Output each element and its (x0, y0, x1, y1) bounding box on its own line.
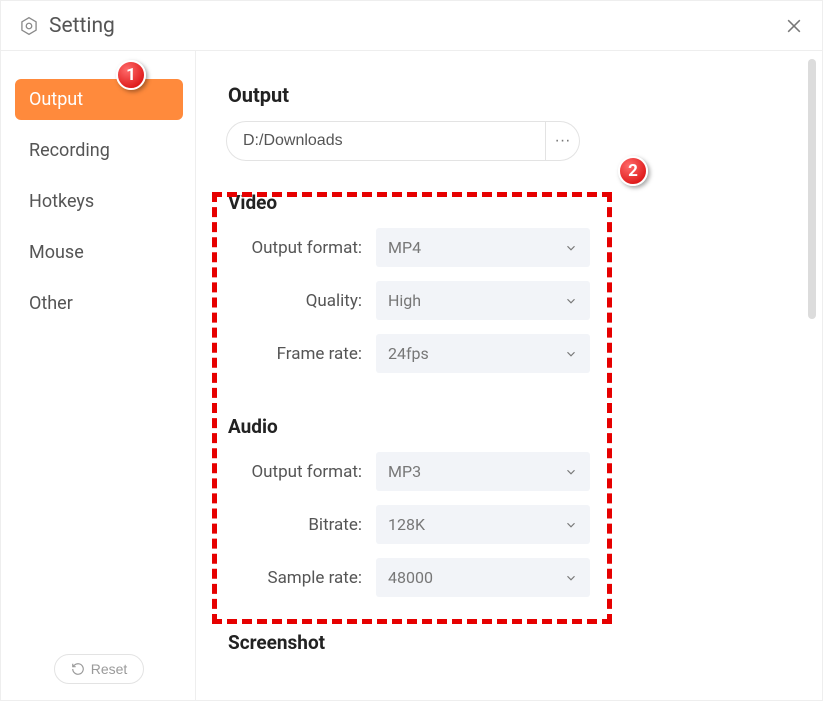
audio-format-select[interactable]: MP3 (376, 452, 590, 491)
select-value: MP3 (388, 462, 421, 481)
audio-samplerate-row: Sample rate: 48000 (226, 558, 802, 597)
body: Output Recording Hotkeys Mouse Other Res… (1, 51, 822, 700)
sidebar-item-other[interactable]: Other (15, 283, 183, 324)
audio-samplerate-label: Sample rate: (226, 568, 362, 588)
audio-samplerate-select[interactable]: 48000 (376, 558, 590, 597)
titlebar-left: Setting (19, 14, 115, 38)
close-icon[interactable] (784, 16, 804, 36)
output-path-row: ··· (226, 121, 802, 161)
video-framerate-row: Frame rate: 24fps (226, 334, 802, 373)
audio-bitrate-label: Bitrate: (226, 515, 362, 535)
content-pane: Output ··· Video Output format: MP4 Qual… (196, 51, 822, 700)
video-quality-select[interactable]: High (376, 281, 590, 320)
settings-window: Setting Output Recording Hotkeys Mouse O… (0, 0, 823, 701)
sidebar-item-hotkeys[interactable]: Hotkeys (15, 181, 183, 222)
reset-button[interactable]: Reset (54, 654, 145, 684)
sidebar-item-label: Recording (29, 140, 110, 161)
audio-section-title: Audio (228, 415, 802, 438)
chevron-down-icon (564, 347, 578, 361)
annotation-badge-text: 1 (126, 65, 136, 85)
window-title: Setting (49, 14, 115, 38)
audio-format-label: Output format: (226, 462, 362, 482)
sidebar-item-label: Mouse (29, 242, 84, 263)
sidebar-nav: Output Recording Hotkeys Mouse Other (15, 79, 183, 324)
annotation-badge-1: 1 (116, 60, 146, 90)
sidebar-item-label: Other (29, 293, 73, 314)
chevron-down-icon (564, 571, 578, 585)
video-format-select[interactable]: MP4 (376, 228, 590, 267)
scrollbar-thumb[interactable] (808, 59, 816, 319)
chevron-down-icon (564, 465, 578, 479)
browse-button[interactable]: ··· (546, 121, 580, 161)
select-value: 48000 (388, 568, 433, 587)
sidebar-item-output[interactable]: Output (15, 79, 183, 120)
video-format-row: Output format: MP4 (226, 228, 802, 267)
screenshot-section-title: Screenshot (228, 631, 802, 654)
sidebar-item-label: Hotkeys (29, 191, 94, 212)
select-value: 24fps (388, 344, 429, 363)
video-framerate-label: Frame rate: (226, 344, 362, 364)
chevron-down-icon (564, 241, 578, 255)
reset-icon (71, 662, 85, 676)
sidebar-item-label: Output (29, 89, 83, 110)
select-value: 128K (388, 515, 425, 534)
reset-label: Reset (91, 661, 128, 677)
browse-label: ··· (555, 132, 571, 150)
settings-icon (19, 16, 39, 36)
chevron-down-icon (564, 294, 578, 308)
sidebar: Output Recording Hotkeys Mouse Other Res… (1, 51, 196, 700)
video-quality-row: Quality: High (226, 281, 802, 320)
video-format-label: Output format: (226, 238, 362, 258)
video-quality-label: Quality: (226, 291, 362, 311)
sidebar-item-recording[interactable]: Recording (15, 130, 183, 171)
output-path-input[interactable] (226, 121, 546, 161)
titlebar: Setting (1, 1, 822, 51)
audio-bitrate-row: Bitrate: 128K (226, 505, 802, 544)
annotation-badge-2: 2 (618, 156, 648, 186)
sidebar-item-mouse[interactable]: Mouse (15, 232, 183, 273)
video-section-title: Video (228, 191, 802, 214)
select-value: High (388, 291, 421, 310)
annotation-badge-text: 2 (628, 161, 638, 181)
video-framerate-select[interactable]: 24fps (376, 334, 590, 373)
chevron-down-icon (564, 518, 578, 532)
audio-bitrate-select[interactable]: 128K (376, 505, 590, 544)
output-section-title: Output (228, 83, 802, 107)
select-value: MP4 (388, 238, 421, 257)
audio-format-row: Output format: MP3 (226, 452, 802, 491)
